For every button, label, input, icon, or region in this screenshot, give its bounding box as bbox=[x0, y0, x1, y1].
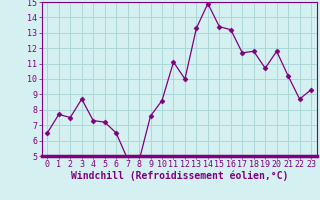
X-axis label: Windchill (Refroidissement éolien,°C): Windchill (Refroidissement éolien,°C) bbox=[70, 171, 288, 181]
